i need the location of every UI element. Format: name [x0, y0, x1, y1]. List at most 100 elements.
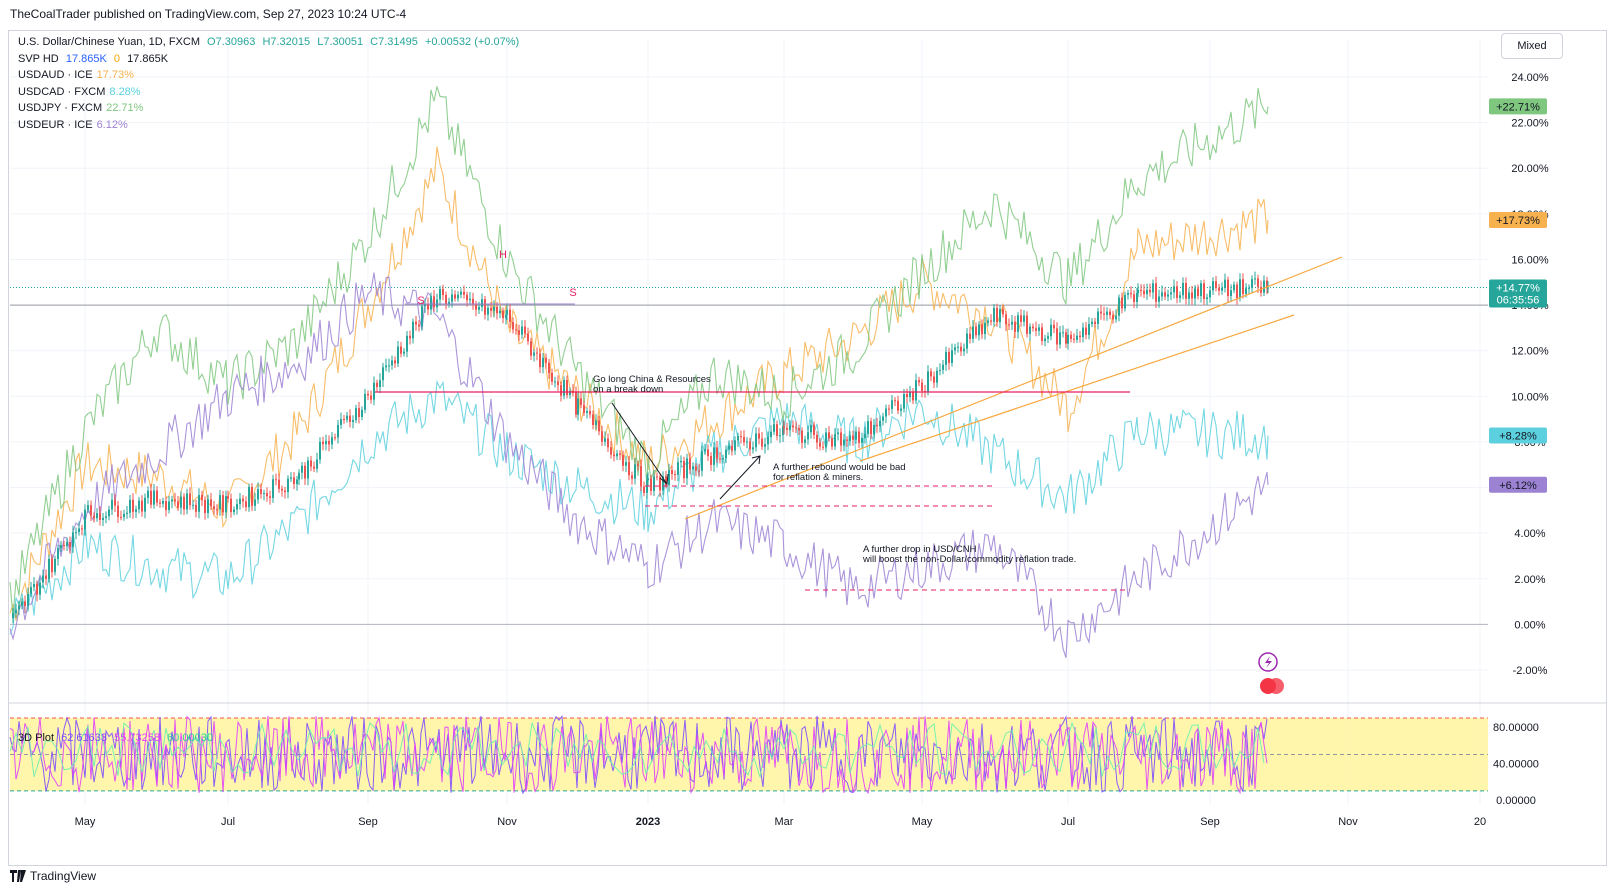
candle-body	[816, 434, 818, 443]
arrow-up	[719, 455, 761, 500]
candle-body	[647, 478, 649, 481]
oscillator-line	[9, 715, 1268, 795]
candle-body	[1212, 281, 1214, 291]
comparison-name: USDAUD · ICE	[18, 69, 93, 81]
comparison-legend[interactable]: USDCAD · FXCM 8.28%	[18, 84, 145, 100]
svp-value-2: 0	[113, 53, 120, 65]
candle-body	[566, 380, 568, 396]
candle-body	[625, 461, 627, 466]
candle-body	[201, 495, 203, 500]
comparison-legend[interactable]: USDJPY · FXCM 22.71%	[18, 100, 147, 116]
oscillator-y-tick: 80.00000	[1493, 722, 1539, 734]
candle-body	[1026, 315, 1028, 334]
candle-body	[108, 509, 110, 517]
candle-body	[990, 320, 992, 322]
candle-body	[731, 446, 733, 451]
candle-body	[933, 376, 935, 383]
candle-body	[577, 398, 579, 415]
candle-body	[650, 478, 652, 491]
candle-body	[263, 493, 265, 495]
comparison-legend[interactable]: USDAUD · ICE 17.73%	[18, 67, 138, 83]
candle-body	[1014, 321, 1016, 332]
candle-body	[843, 439, 845, 446]
candle-body	[554, 381, 556, 383]
candle-body	[367, 393, 369, 396]
candle-body	[960, 346, 962, 352]
candle-body	[795, 427, 797, 429]
candle-body	[96, 513, 98, 519]
candle-body	[439, 288, 441, 300]
candle-body	[734, 440, 736, 451]
candle-body	[304, 465, 306, 479]
candle-body	[999, 309, 1001, 323]
candle-body	[478, 306, 480, 310]
candle-body	[622, 454, 624, 466]
y-tick-label: 24.00%	[1511, 72, 1549, 84]
candle-body	[1005, 314, 1007, 325]
candle-body	[475, 304, 477, 310]
candle-body	[63, 545, 65, 547]
oscillator-legend[interactable]: 3D Plot 62.61633 55.73258 60.00030	[18, 732, 217, 744]
candle-body	[382, 367, 384, 381]
comparison-name: USDJPY · FXCM	[18, 102, 103, 114]
candle-body	[551, 372, 553, 382]
chart-annotation: H	[499, 249, 507, 261]
y-tick-label: -2.00%	[1513, 665, 1548, 677]
candle-body	[111, 499, 113, 510]
candle-body	[331, 437, 333, 445]
candle-body	[912, 391, 914, 401]
candle-body	[1079, 335, 1081, 338]
candle-body	[918, 380, 920, 383]
arrow-down-head	[659, 473, 669, 486]
candle-body	[761, 438, 763, 447]
candle-body	[245, 501, 247, 508]
candle-body	[713, 447, 715, 465]
candle-body	[1248, 287, 1250, 289]
candle-body	[403, 351, 405, 354]
candle-body	[783, 426, 785, 428]
candle-body	[885, 408, 887, 417]
comparison-legend[interactable]: USDEUR · ICE 6.12%	[18, 117, 132, 133]
candle-body	[39, 582, 41, 595]
candle-body	[54, 558, 56, 573]
candle-body	[27, 593, 29, 607]
arrow-up-head	[751, 455, 761, 465]
y-tick-label: 0.00%	[1514, 619, 1545, 631]
candle-body	[388, 365, 390, 367]
candle-body	[792, 425, 794, 428]
candle-body	[586, 411, 588, 413]
candle-body	[1254, 278, 1256, 280]
candle-body	[287, 478, 289, 493]
candle-body	[619, 453, 621, 455]
candle-body	[740, 436, 742, 438]
candle-body	[819, 442, 821, 447]
candle-body	[1188, 292, 1190, 299]
candle-body	[36, 583, 38, 595]
candle-body	[631, 475, 633, 479]
candle-body	[1082, 327, 1084, 338]
candle-body	[1206, 297, 1208, 300]
candle-body	[364, 393, 366, 410]
candle-body	[963, 348, 965, 352]
candle-body	[616, 453, 618, 457]
candle-body	[1155, 283, 1157, 302]
comparison-value: 22.71%	[106, 102, 144, 114]
candle-body	[424, 304, 426, 307]
candle-body	[352, 420, 354, 422]
candle-body	[266, 493, 268, 497]
candle-body	[400, 346, 402, 354]
candle-body	[99, 513, 101, 521]
candle-body	[78, 528, 80, 533]
candle-body	[310, 460, 312, 467]
scale-mode-button[interactable]: Mixed	[1501, 33, 1563, 59]
svp-legend[interactable]: SVP HD 17.865K 0 17.865K	[18, 51, 172, 67]
candle-body	[1197, 288, 1199, 297]
candle-body	[45, 575, 47, 580]
candle-body	[334, 437, 336, 439]
candle-body	[204, 499, 206, 514]
candle-body	[613, 454, 615, 457]
candle-body	[219, 495, 221, 510]
main-series-legend[interactable]: U.S. Dollar/Chinese Yuan, 1D, FXCM O7.30…	[18, 34, 523, 50]
candle-body	[583, 404, 585, 413]
